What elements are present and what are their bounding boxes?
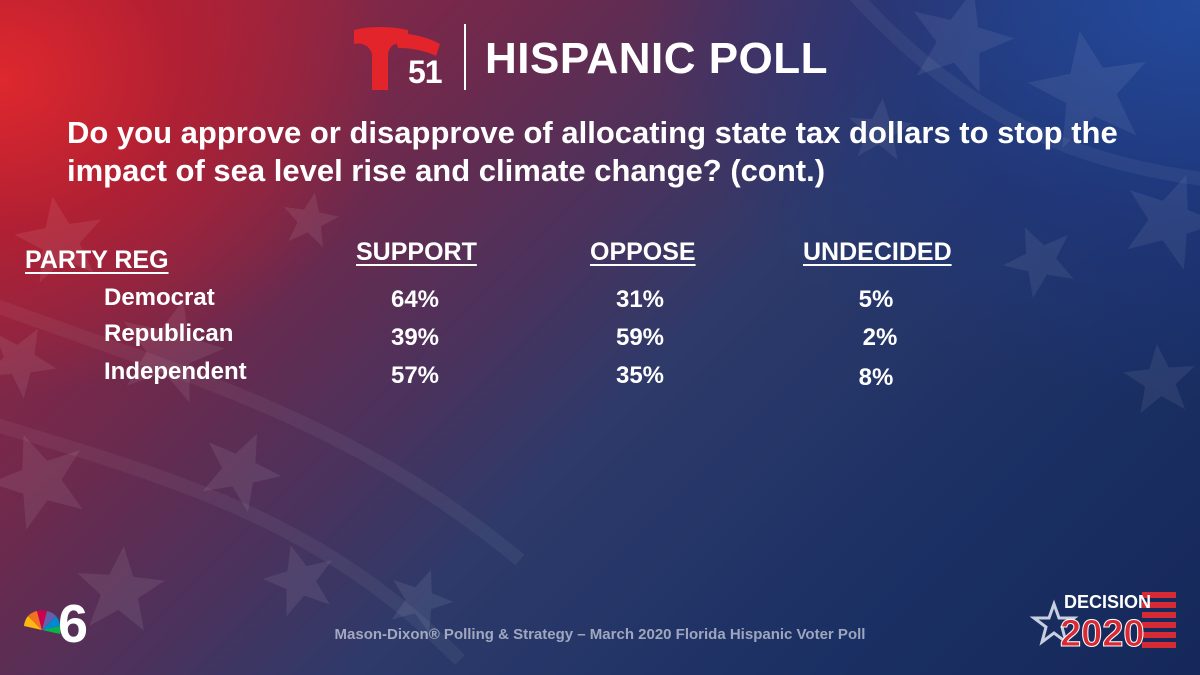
- party-reg-header: PARTY REG: [25, 246, 169, 274]
- page-title: HISPANIC POLL: [485, 34, 829, 83]
- cell-support: 64%: [390, 286, 440, 313]
- cell-undecided: 8%: [858, 364, 894, 391]
- row-label-democrat: Democrat: [104, 284, 215, 311]
- cell-support: 39%: [390, 324, 440, 351]
- cell-oppose: 59%: [615, 324, 665, 351]
- nbc6-logo-icon: 6: [24, 594, 88, 646]
- cell-oppose: 35%: [615, 362, 665, 389]
- cell-undecided: 5%: [858, 286, 894, 313]
- station-number: 51: [408, 54, 443, 90]
- decision-2020-logo: DECISION 2020: [1030, 592, 1176, 650]
- column-header-undecided: UNDECIDED: [803, 238, 952, 266]
- column-header-support: SUPPORT: [356, 238, 477, 266]
- nbc-channel-number: 6: [58, 594, 88, 646]
- column-header-oppose: OPPOSE: [590, 238, 696, 266]
- header-divider: [464, 24, 466, 90]
- source-footer: Mason-Dixon® Polling & Strategy – March …: [334, 626, 866, 643]
- cell-undecided: 2%: [862, 324, 898, 351]
- row-label-independent: Independent: [104, 358, 247, 385]
- cell-support: 57%: [390, 362, 440, 389]
- star-outline-icon: [1030, 599, 1079, 646]
- telemundo-t-icon: [354, 27, 440, 90]
- flag-stripes-icon: [1142, 592, 1176, 648]
- decision-word: DECISION: [1064, 592, 1151, 612]
- cell-oppose: 31%: [615, 286, 665, 313]
- row-label-republican: Republican: [104, 320, 234, 347]
- poll-question: Do you approve or disapprove of allocati…: [67, 115, 1118, 188]
- decision-year: 2020: [1060, 613, 1145, 650]
